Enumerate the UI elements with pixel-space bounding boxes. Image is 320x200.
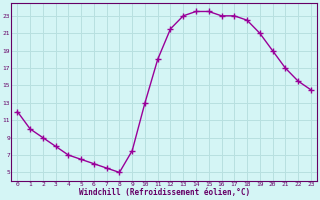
X-axis label: Windchill (Refroidissement éolien,°C): Windchill (Refroidissement éolien,°C): [78, 188, 250, 197]
